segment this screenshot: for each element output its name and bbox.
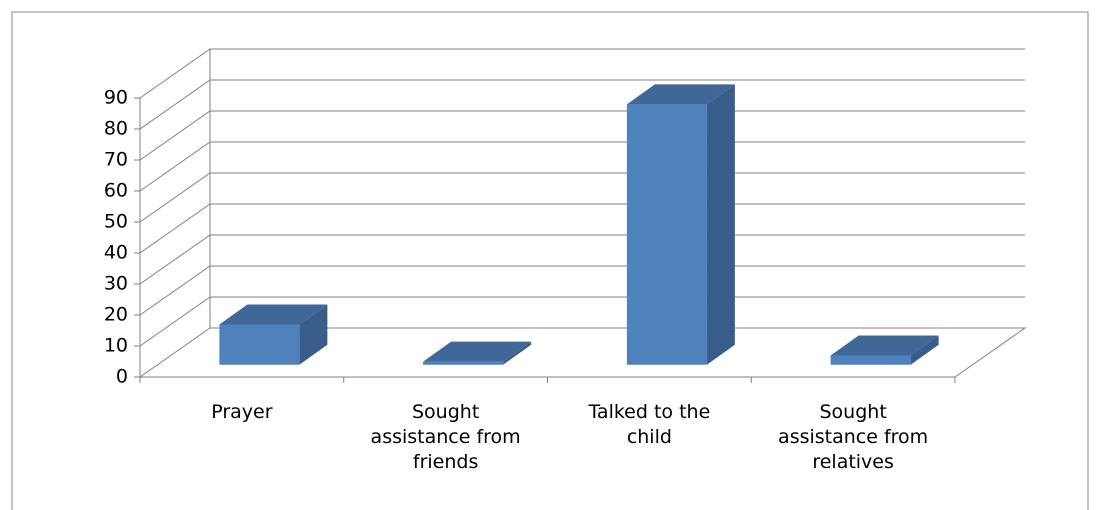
grid-line [139, 110, 1025, 161]
bar-side [299, 304, 328, 365]
bar [626, 104, 707, 365]
grid-line [139, 203, 1025, 254]
grid-line [139, 48, 1025, 99]
grid-line [139, 327, 1025, 378]
bar [219, 324, 300, 365]
chart-border [11, 11, 1089, 510]
y-tick-label: 0 [116, 366, 128, 388]
x-tick-label: Talked to the child [588, 401, 711, 448]
y-tick-label: 80 [104, 118, 128, 140]
x-tick-label: Sought assistance from relatives [778, 401, 929, 473]
grid-line [139, 234, 1025, 285]
y-tick-label: 10 [104, 335, 128, 357]
grid-line [139, 265, 1025, 316]
grid-line [139, 79, 1025, 130]
bar [830, 355, 911, 365]
bar-top [626, 84, 735, 105]
y-tick-label: 90 [104, 87, 128, 109]
y-tick-label: 60 [104, 180, 128, 202]
bar [423, 361, 504, 365]
y-tick-label: 50 [104, 211, 128, 233]
bar-top [219, 304, 328, 325]
bar-side [910, 335, 939, 365]
grid-line [139, 296, 1025, 347]
bar-top [423, 341, 532, 362]
y-tick-label: 20 [104, 304, 128, 326]
bar-top [830, 335, 939, 356]
y-tick-label: 30 [104, 273, 128, 295]
x-tick-label: Prayer [211, 401, 273, 423]
grid-line [139, 172, 1025, 223]
x-tick-label: Sought assistance from friends [370, 401, 521, 473]
grid-line [139, 141, 1025, 192]
bar-side [706, 84, 735, 365]
y-tick-label: 40 [104, 242, 128, 264]
y-tick-label: 70 [104, 149, 128, 171]
bar-side [503, 341, 532, 365]
